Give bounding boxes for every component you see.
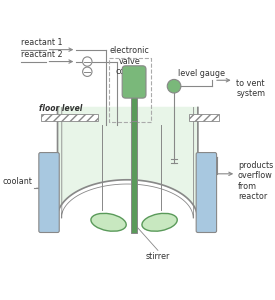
- FancyBboxPatch shape: [39, 153, 59, 232]
- Text: reactant 1: reactant 1: [21, 38, 62, 47]
- Text: coolant: coolant: [2, 177, 32, 186]
- Circle shape: [82, 67, 92, 76]
- Text: level gauge: level gauge: [178, 69, 225, 78]
- Ellipse shape: [91, 213, 126, 231]
- Text: products
overflow
from
reactor: products overflow from reactor: [238, 161, 273, 201]
- Bar: [189, 114, 219, 121]
- Bar: [131, 121, 137, 233]
- Text: floor level: floor level: [39, 103, 82, 112]
- Circle shape: [82, 57, 92, 66]
- Polygon shape: [57, 107, 198, 218]
- Text: reactant 2: reactant 2: [21, 50, 63, 59]
- Bar: [131, 69, 137, 121]
- Ellipse shape: [142, 213, 177, 231]
- Text: stirrer: stirrer: [146, 252, 170, 261]
- Text: to vent
system: to vent system: [236, 79, 265, 98]
- FancyBboxPatch shape: [196, 153, 217, 232]
- Circle shape: [167, 80, 181, 93]
- Text: electronic
valve
control: electronic valve control: [110, 46, 150, 76]
- FancyBboxPatch shape: [122, 66, 146, 98]
- Bar: [40, 114, 98, 121]
- Bar: [109, 58, 151, 122]
